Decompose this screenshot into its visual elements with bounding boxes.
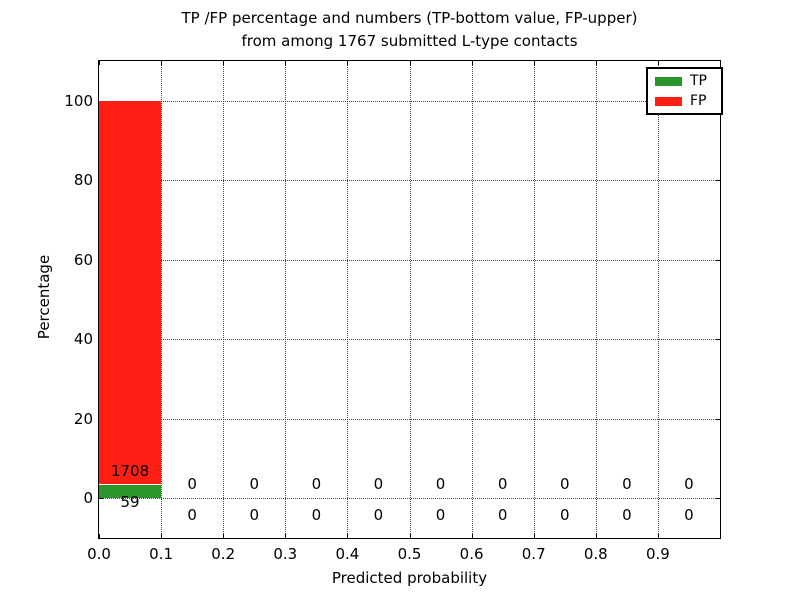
tp-count-label: 0 [435,505,446,524]
fp-count-label: 0 [559,475,570,494]
tick-mark [471,534,473,538]
tick-mark [533,534,535,538]
tick-mark [347,61,349,65]
legend-item-tp: TP [655,74,717,89]
legend: TP FP [646,67,723,115]
chart-title: TP /FP percentage and numbers (TP-bottom… [98,7,721,53]
x-tick-label: 0.6 [459,545,484,563]
tick-mark [716,418,720,420]
gridline [657,61,659,538]
fp-count-label: 0 [497,475,508,494]
tick-mark [657,61,659,65]
gridline [409,61,411,538]
legend-swatch-tp-icon [655,77,682,86]
gridline [533,61,535,538]
gridline [595,61,597,538]
fp-count-label: 0 [684,475,694,494]
tick-mark [595,61,597,65]
tick-mark [716,339,720,341]
fp-count-label: 0 [373,475,384,494]
x-tick-label: 0.8 [583,545,608,563]
gridline [285,61,287,538]
tp-count-label: 0 [187,505,197,524]
legend-item-fp: FP [655,94,717,109]
x-axis-label: Predicted probability [331,569,488,587]
tick-mark [716,259,720,261]
tick-mark [716,180,720,182]
fp-count-label: 0 [187,475,197,494]
tick-mark [161,61,163,65]
chart-title-line2: from among 1767 submitted L-type contact… [241,32,578,50]
x-tick-label: 0.9 [645,545,670,563]
y-tick-label: 40 [73,330,93,349]
fp-count-label: 1708 [110,462,150,481]
y-tick-label: 80 [73,171,93,190]
tick-mark [99,498,103,500]
gridline [223,61,225,538]
bar-segment-tp [99,484,162,499]
tick-mark [409,534,411,538]
gridline [99,259,720,261]
x-tick-label: 0.0 [87,545,111,563]
tick-mark [99,534,100,538]
fp-count-label: 0 [622,475,632,494]
tp-count-label: 0 [622,505,632,524]
gridline [99,498,720,500]
tp-count-label: 0 [311,505,322,524]
tp-count-label: 0 [373,505,384,524]
gridline [99,100,720,102]
y-tick-label: 0 [83,489,93,508]
tick-mark [533,61,535,65]
gridline [471,61,473,538]
fp-count-label: 0 [311,475,322,494]
gridline [99,339,720,341]
fp-count-label: 0 [249,475,260,494]
fp-count-label: 0 [435,475,446,494]
y-tick-label: 20 [73,409,93,428]
gridline [161,61,163,538]
gridline [99,180,720,182]
tick-mark [347,534,349,538]
tick-mark [471,61,473,65]
x-tick-label: 0.4 [335,545,360,563]
tick-mark [657,534,659,538]
x-tick-label: 0.2 [211,545,236,563]
tp-count-label: 0 [684,505,694,524]
tick-mark [223,61,225,65]
legend-label-tp: TP [690,73,707,89]
x-tick-label: 0.1 [149,545,174,563]
chart-title-line1: TP /FP percentage and numbers (TP-bottom… [181,9,638,27]
gridline [99,418,720,420]
tp-count-label: 59 [120,492,140,511]
tick-mark [716,498,720,500]
tp-count-label: 0 [497,505,508,524]
legend-label-fp: FP [690,93,707,109]
tick-mark [223,534,225,538]
tick-mark [99,61,100,65]
legend-swatch-fp-icon [655,97,682,106]
tick-mark [595,534,597,538]
tp-count-label: 0 [249,505,260,524]
tick-mark [161,534,163,538]
tick-mark [285,61,287,65]
x-tick-label: 0.7 [521,545,546,563]
bar-segment-fp [99,100,162,485]
y-tick-label: 60 [73,250,93,269]
x-tick-label: 0.3 [273,545,298,563]
gridline [347,61,349,538]
tp-count-label: 0 [559,505,570,524]
x-tick-label: 0.5 [397,545,422,563]
tick-mark [409,61,411,65]
plot-area: 1708 59 0 0 0 0 0 0 0 0 0 0 0 0 0 0 0 0 0 0 [98,60,721,539]
tick-mark [285,534,287,538]
y-tick-label: 100 [64,91,93,110]
